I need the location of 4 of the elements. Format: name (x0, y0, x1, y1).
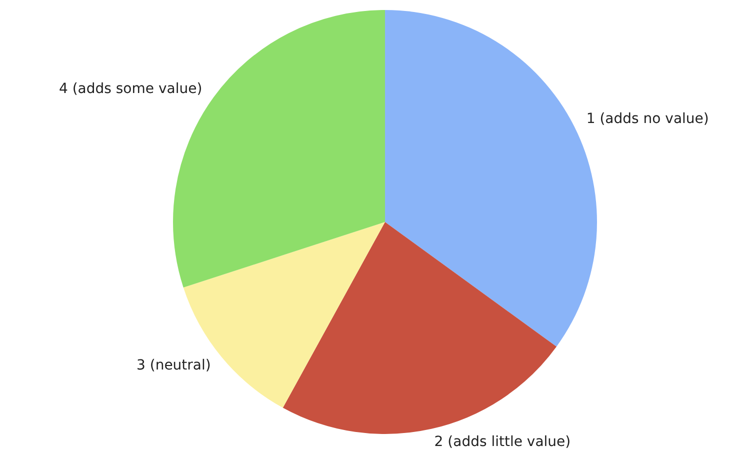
slice-label: 2 (adds little value) (434, 434, 571, 450)
slice-label: 3 (neutral) (136, 358, 211, 374)
slice-label: 1 (adds no value) (586, 111, 709, 128)
slice-label: 4 (adds some value) (58, 80, 202, 97)
